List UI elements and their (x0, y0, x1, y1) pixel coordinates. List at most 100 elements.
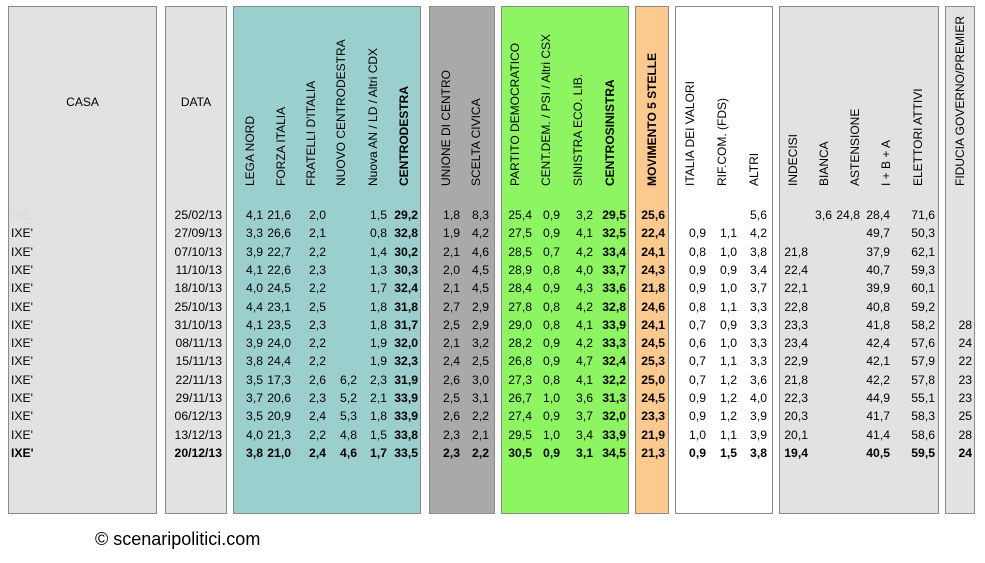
cell-m5s: 24,6 (641, 299, 665, 314)
cell-centrodestra: 32,0 (394, 336, 418, 351)
cell-sel: 4,7 (576, 354, 593, 369)
cell-nuovo-cd: 4,6 (340, 445, 357, 460)
header-altri: ALTRI (739, 12, 769, 200)
cell-centrosinistra: 32,5 (602, 226, 626, 241)
cell-rc: 1,0 (720, 281, 737, 296)
cell-data: 15/11/13 (175, 354, 222, 369)
cell-sel: 3,2 (576, 208, 593, 222)
cell-ibpa: 40,8 (866, 299, 890, 314)
cell-altri: 3,3 (750, 354, 767, 369)
panel-astensione (779, 6, 939, 514)
cell-cd-psi: 0,7 (543, 244, 560, 259)
header-label: BIANCA (817, 141, 831, 186)
cell-ibpa: 41,7 (866, 409, 890, 424)
cell-sel: 3,6 (576, 391, 593, 405)
cell-m5s: 24,5 (641, 336, 665, 351)
cell-m5s: 21,3 (641, 445, 665, 460)
table-row: IXE' 31/10/13 4,1 23,5 2,3 1,8 31,7 2,5 2,9 29,0 0… (0, 316, 985, 334)
cell-idv: 0,6 (689, 336, 706, 351)
cell-scelta-civica: 4,5 (472, 262, 489, 277)
cell-pd: 28,2 (508, 336, 532, 351)
cell-rc: 1,1 (720, 226, 737, 241)
header-label: CENT.DEM. / PSI / Altri CSX (539, 33, 553, 186)
cell-fiducia: 28 (958, 317, 972, 332)
table-row: IXE' 27/09/13 3,3 26,6 2,1 0,8 32,8 1,9 4,2 27,5 0… (0, 224, 985, 242)
cell-m5s: 24,1 (641, 317, 665, 332)
cell-ibpa: 28,4 (866, 208, 890, 222)
cell-fratelli-italia: 2,4 (309, 409, 326, 424)
cell-data: 13/12/13 (174, 427, 222, 442)
cell-pd: 26,7 (508, 391, 532, 405)
header-lega-nord: LEGA NORD (235, 12, 265, 200)
header-nuova-an: Nuova AN / LD / Altri CDX (358, 12, 388, 200)
cell-idv: 0,7 (689, 354, 706, 369)
header-nuovo-cd: NUOVO CENTRODESTRA (326, 12, 356, 200)
cell-fratelli-italia: 2,5 (309, 299, 326, 314)
cell-elettori: 60,1 (911, 281, 935, 296)
cell-centrodestra: 33,9 (394, 409, 418, 424)
cell-centrodestra: 30,2 (394, 244, 418, 259)
cell-scelta-civica: 2,2 (472, 445, 489, 460)
header-forza-italia: FORZA ITALIA (266, 12, 296, 200)
header-rc: RIF.COM. (FDS) (707, 12, 737, 200)
cell-rc: 1,0 (720, 336, 737, 351)
cell-data: 22/11/13 (175, 372, 222, 387)
cell-ibpa: 42,2 (866, 372, 890, 387)
cell-elettori: 57,8 (911, 372, 935, 387)
cell-casa: IXE' (11, 445, 34, 460)
cell-lega-nord: 3,5 (246, 372, 263, 387)
cell-scelta-civica: 2,5 (472, 354, 489, 369)
cell-cd-psi: 0,9 (543, 281, 560, 296)
cell-nuova-an: 1,8 (370, 299, 387, 314)
cell-elettori: 59,5 (911, 445, 935, 460)
cell-scelta-civica: 2,9 (472, 317, 489, 332)
header-sel: SINISTRA ECO. LIB. (563, 12, 593, 200)
cell-data: 06/12/13 (174, 409, 222, 424)
cell-m5s: 22,4 (641, 226, 665, 241)
cell-cd-psi: 0,8 (543, 317, 560, 332)
cell-nuova-an: 1,4 (370, 244, 387, 259)
cell-indecisi: 22,8 (784, 299, 808, 314)
cell-elettori: 59,2 (911, 299, 935, 314)
cell-pd: 27,4 (508, 409, 532, 424)
cell-sel: 4,2 (576, 336, 593, 351)
cell-rc: 1,1 (720, 354, 737, 369)
cell-data: 20/12/13 (174, 445, 222, 460)
cell-ibpa: 42,4 (866, 336, 890, 351)
header-label: RIF.COM. (FDS) (715, 98, 729, 186)
cell-forza-italia: 17,3 (267, 372, 291, 387)
cell-cd-psi: 0,9 (543, 409, 560, 424)
cell-forza-italia: 23,1 (267, 299, 291, 314)
cell-casa: IXE' (11, 281, 33, 296)
table-row: IXE' 25/02/13 4,1 21,6 2,0 1,5 29,2 1,8 8,3 25,4 0… (0, 206, 985, 224)
cell-centrosinistra: 32,0 (602, 409, 626, 424)
cell-centrodestra: 30,3 (394, 262, 418, 277)
cell-casa: IXE' (11, 354, 33, 369)
cell-fiducia: 24 (958, 336, 972, 351)
cell-sel: 4,0 (576, 262, 593, 277)
cell-idv: 0,8 (689, 299, 706, 314)
header-indecisi: INDECISI (778, 12, 808, 200)
cell-nuova-an: 1,3 (370, 262, 387, 277)
cell-altri: 3,3 (750, 336, 767, 351)
cell-udc: 2,6 (443, 372, 460, 387)
cell-data: 11/10/13 (175, 262, 222, 277)
cell-indecisi: 20,3 (784, 409, 808, 424)
cell-sel: 4,1 (576, 372, 593, 387)
cell-cd-psi: 0,8 (543, 299, 560, 314)
cell-idv: 1,0 (689, 427, 706, 442)
cell-casa: IXE' (11, 317, 33, 332)
cell-pd: 28,4 (508, 281, 532, 296)
cell-forza-italia: 20,6 (267, 391, 291, 405)
cell-altri: 3,6 (750, 372, 767, 387)
cell-nuova-an: 1,8 (370, 317, 387, 332)
cell-casa: IXE' (11, 372, 33, 387)
cell-centrosinistra: 33,9 (602, 317, 626, 332)
cell-rc: 1,2 (720, 391, 737, 405)
table-row: IXE' 15/11/13 3,8 24,4 2,2 1,9 32,3 2,4 2,5 26,8 0… (0, 352, 985, 370)
cell-elettori: 57,9 (911, 354, 935, 369)
cell-indecisi: 20,1 (784, 427, 808, 442)
cell-fratelli-italia: 2,3 (309, 317, 326, 332)
cell-udc: 2,1 (443, 281, 460, 296)
header-label: SCELTA CIVICA (469, 98, 483, 186)
